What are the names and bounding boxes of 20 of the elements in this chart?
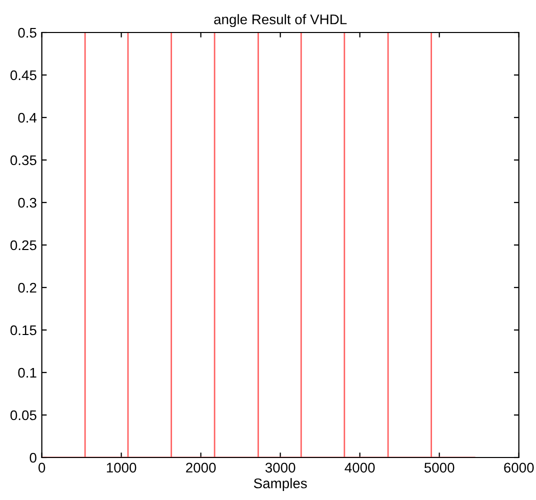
x-tick-label: 6000 — [504, 462, 534, 473]
x-tick-label: 1000 — [106, 462, 136, 473]
y-tick-label: 0.5 — [18, 28, 36, 38]
y-tick-label: 0.05 — [10, 410, 36, 420]
y-tick-label: 0.1 — [18, 368, 36, 378]
x-axis-title: Samples — [254, 478, 307, 492]
x-tick-label: 0 — [38, 462, 46, 473]
y-tick-label: 0.15 — [10, 325, 36, 336]
x-tick-label: 4000 — [344, 462, 375, 473]
y-tick-label: 0.45 — [10, 70, 36, 80]
x-tick-label: 2000 — [186, 462, 216, 473]
y-tick-label: 0 — [30, 452, 36, 463]
x-tick-label: 3000 — [265, 462, 296, 473]
y-tick-label: 0.25 — [10, 240, 36, 250]
x-tick-label: 5000 — [424, 462, 454, 473]
chart-title: angle Result of VHDL — [214, 14, 347, 28]
y-tick-label: 0.4 — [18, 112, 37, 123]
y-tick-label: 0.35 — [10, 155, 36, 166]
y-tick-label: 0.2 — [18, 282, 36, 293]
y-tick-label: 0.3 — [18, 198, 36, 208]
